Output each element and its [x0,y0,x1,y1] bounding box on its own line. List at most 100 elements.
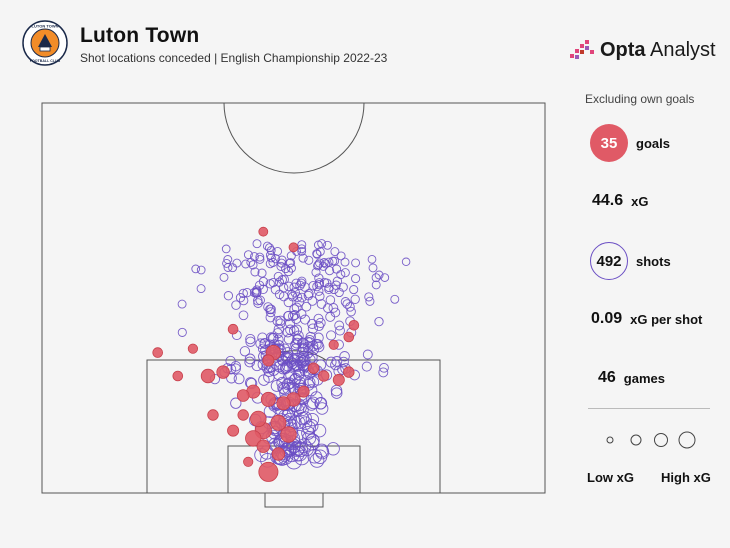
legend-size-circle [678,431,696,449]
luton-town-crest-icon: LUTON TOWN FOOTBALL CLUB [22,20,68,66]
games-stat: 46 games [598,369,665,387]
shot-marker [330,387,343,399]
shot-marker [222,258,232,268]
shot-marker [286,251,296,261]
shot-marker [282,347,294,359]
shot-marker [338,356,349,368]
shot-marker [313,341,325,353]
goal-marker [172,370,184,382]
shot-marker [196,265,206,275]
shot-marker [367,254,377,264]
shot-marker [330,247,340,257]
goals-layer [152,226,360,482]
goal-marker [250,410,267,428]
excluding-own-goals-note: Excluding own goals [585,92,695,106]
shot-marker [246,257,256,267]
goal-marker [256,439,271,453]
shot-marker [296,347,308,358]
shot-marker [252,286,262,297]
goal-marker [276,396,291,411]
goal-marker [152,347,164,358]
shot-marker [374,270,384,280]
shot-marker [307,448,323,464]
shot-marker [298,416,313,430]
shot-marker [295,411,310,426]
shot-marker [324,284,334,294]
shot-marker [295,280,305,291]
shot-marker [281,408,296,422]
shot-marker [331,280,341,290]
shot-marker [244,353,256,365]
shot-marker [313,260,323,270]
shot-marker [270,379,283,392]
shot-marker [257,332,268,343]
shot-marker [252,239,262,249]
legend-size-circle [630,434,642,446]
xg-per-shot-stat: 0.09 xG per shot [591,310,702,328]
goal-marker [318,370,330,382]
shot-marker [230,363,241,374]
shot-marker [351,274,361,284]
goal-marker [236,389,250,402]
shot-marker [346,306,356,317]
shot-marker [242,287,252,298]
shot-marker [268,364,280,376]
legend-low-xg: Low xG [587,470,634,485]
goal-marker [328,339,339,350]
shot-marker [330,256,340,266]
shot-marker [250,267,260,277]
shot-marker [313,313,324,324]
shot-marker [297,343,309,354]
shot-marker [277,381,290,394]
shot-marker [238,295,249,306]
shot-marker [305,331,316,343]
shot-marker [312,249,322,259]
shot-marker [313,240,323,250]
goals-badge: 35 [590,124,628,162]
shot-marker [325,311,336,322]
shot-marker [286,258,296,268]
shot-marker [232,258,242,268]
shot-marker [336,251,346,261]
shot-marker [245,336,256,347]
shots-stat: 492 shots [590,242,671,280]
shot-marker [292,292,303,302]
shot-marker [271,254,281,264]
opta-analyst-logo: Opta Analyst [568,36,716,64]
goal-marker [216,365,230,379]
shot-marker [266,253,276,263]
shot-marker [288,325,300,336]
goal-marker [260,391,276,407]
centre-circle [223,102,365,174]
shot-marker [266,246,276,255]
shot-marker [265,307,276,318]
shot-marker [330,384,343,397]
shot-marker [390,294,400,304]
shot-marker [321,259,331,269]
shot-marker [297,276,307,286]
goal-marker [200,368,216,384]
shot-marker [248,260,258,270]
shot-marker [297,246,307,256]
shot-marker [230,397,242,409]
page-title: Luton Town [80,24,200,47]
shot-marker [334,320,345,331]
goal [264,492,324,508]
shot-marker [278,382,291,396]
shot-marker [326,330,337,341]
shot-marker [177,299,187,309]
shot-marker [284,281,294,292]
shot-marker [364,292,374,302]
shot-marker [289,304,300,315]
legend-high-xg: High xG [661,470,711,485]
shot-marker [312,249,322,259]
brand-bold: Opta [600,38,646,61]
xg-size-legend [606,431,696,449]
shot-marker [283,310,294,321]
shot-marker [244,356,256,368]
shot-marker [315,291,325,302]
shot-marker [313,286,324,296]
shot-marker [297,240,307,250]
shot-marker [253,298,263,308]
